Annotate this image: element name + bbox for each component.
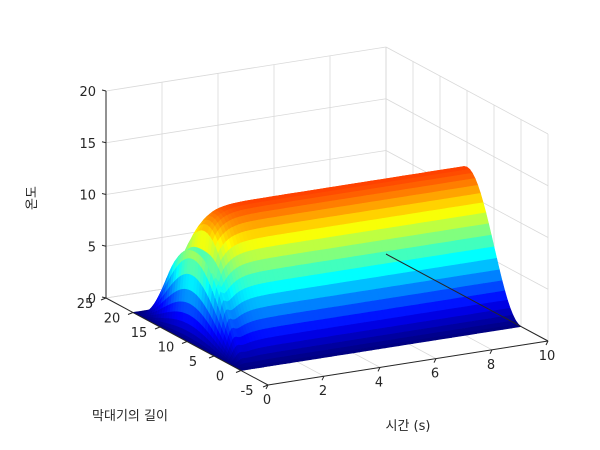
z-tick xyxy=(101,89,107,92)
surface-layer xyxy=(132,166,522,371)
y-axis-label: 막대기의 길이 xyxy=(92,409,168,424)
z-tick-label: 15 xyxy=(79,137,96,152)
z-tick xyxy=(101,296,107,299)
z-tick-label: 5 xyxy=(88,240,96,255)
y-tick-label: 0 xyxy=(216,370,224,385)
z-tick-label: 10 xyxy=(79,189,96,204)
y-tick xyxy=(154,326,161,330)
z-tick xyxy=(101,193,107,195)
x-tick-label: 2 xyxy=(319,384,327,399)
x-tick xyxy=(489,349,493,355)
x-tick-label: 4 xyxy=(375,375,383,390)
y-tick xyxy=(127,312,134,315)
y-tick xyxy=(208,355,215,359)
y-tick-label: 5 xyxy=(189,355,197,370)
x-tick-label: 0 xyxy=(263,393,271,408)
y-tick-label: 10 xyxy=(158,341,175,356)
z-tick-label: 20 xyxy=(79,85,96,100)
z-tick xyxy=(101,244,107,247)
y-tick xyxy=(181,341,188,344)
x-axis-line xyxy=(267,340,549,386)
x-tick-label: 6 xyxy=(431,367,439,382)
y-tick-label: 25 xyxy=(77,297,94,312)
x-tick xyxy=(321,375,325,381)
z-tick-label: 0 xyxy=(88,292,96,307)
grid-line xyxy=(105,46,387,92)
y-tick-label: 20 xyxy=(104,312,121,327)
x-tick-label: 8 xyxy=(487,358,495,373)
y-tick xyxy=(262,384,269,388)
z-axis-label: 온도 xyxy=(25,186,40,210)
x-axis-label: 시간 (s) xyxy=(386,419,431,434)
x-tick xyxy=(433,358,437,363)
y-tick xyxy=(235,370,242,373)
x-tick xyxy=(545,340,549,346)
x-tick-label: 10 xyxy=(539,349,556,364)
x-tick xyxy=(377,367,381,372)
y-tick-label: 15 xyxy=(131,326,148,341)
grid-line xyxy=(105,98,387,144)
grid-line xyxy=(105,150,387,195)
z-tick xyxy=(101,141,107,144)
y-tick-label: -5 xyxy=(241,384,254,399)
y-tick xyxy=(100,297,107,301)
box-edge xyxy=(385,253,549,342)
